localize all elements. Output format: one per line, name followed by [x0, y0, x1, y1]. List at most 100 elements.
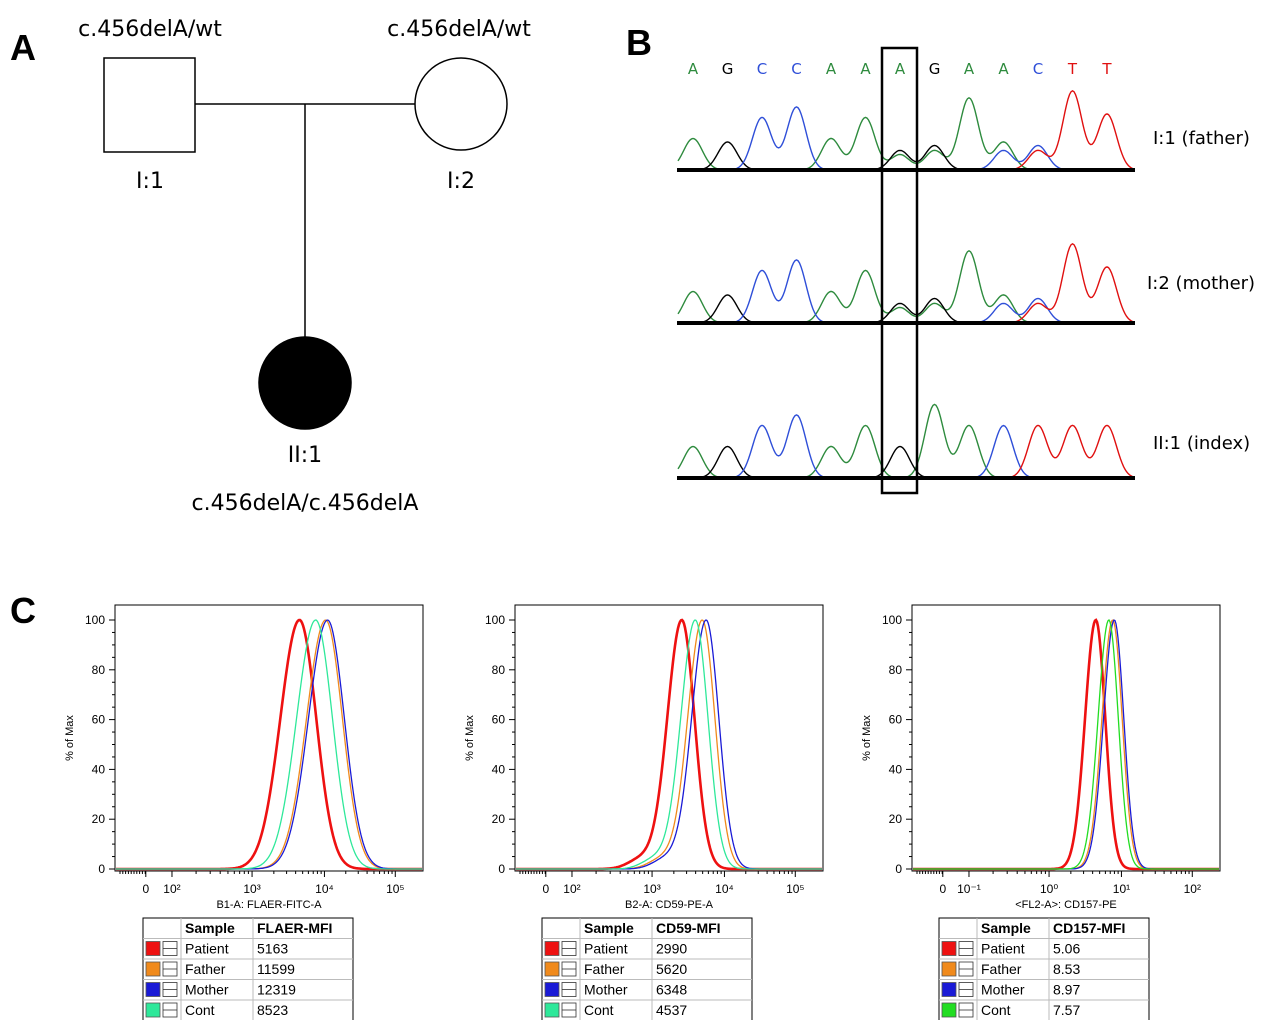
- legend-mfi-value: 8.53: [1053, 961, 1080, 977]
- y-tick-label: 80: [492, 663, 506, 677]
- legend-swatch-patient: [544, 941, 560, 956]
- deletion-highlight-box: [880, 46, 919, 495]
- histogram-cont: [913, 619, 1219, 870]
- base-call-5: A: [826, 60, 837, 78]
- x-axis-label: B1-A: FLAER-FITC-A: [216, 899, 322, 911]
- x-tick-label: 10⁴: [315, 882, 334, 896]
- x-tick-label: 10⁵: [386, 882, 404, 896]
- trace-label-father: I:1 (father): [1153, 128, 1250, 149]
- y-axis-label: % of Max: [464, 715, 476, 761]
- child-id: II:1: [288, 443, 322, 468]
- x-tick-label: 10²: [563, 882, 580, 896]
- x-tick-label: 10⁰: [1040, 882, 1058, 896]
- flow-histogram-cd157: 0 20 40 60 80 100 % of Max 0 10⁻¹ 10⁰ 10¹ 10² <FL2-A…: [861, 604, 1221, 1020]
- y-tick-label: 20: [92, 812, 106, 826]
- y-tick-label: 80: [92, 663, 106, 677]
- x-tick-label: 0: [939, 882, 946, 896]
- x-tick-label: 10²: [163, 882, 180, 896]
- mother-genotype: c.456delA/wt: [387, 17, 531, 42]
- y-axis-label: % of Max: [64, 715, 76, 761]
- plot-frame: [911, 604, 1221, 872]
- panel-label-b: B: [626, 22, 652, 63]
- legend-mfi-value: 5163: [257, 941, 288, 957]
- legend-header-sample: Sample: [584, 920, 634, 936]
- trace-father-A: [677, 96, 1133, 171]
- legend-header-sample: Sample: [981, 920, 1031, 936]
- child-genotype: c.456delA/c.456delA: [192, 491, 419, 516]
- plot-frame: [514, 604, 824, 872]
- legend-mfi-value: 5620: [656, 961, 687, 977]
- legend-swatch-cont: [941, 1002, 957, 1018]
- legend-swatch-cont: [145, 1002, 161, 1018]
- legend-swatch-father: [544, 961, 560, 977]
- legend-swatch-patient: [941, 941, 957, 956]
- legend-sample-name: Mother: [981, 982, 1025, 998]
- x-axis-label: <FL2-A>: CD157-PE: [1015, 899, 1117, 911]
- base-call-8: G: [929, 60, 941, 78]
- histogram-cont: [516, 619, 822, 870]
- legend-mfi-value: 8523: [257, 1002, 288, 1018]
- mother-id: I:2: [447, 169, 475, 194]
- base-call-9: A: [964, 60, 975, 78]
- legend-mfi-value: 2990: [656, 941, 687, 957]
- legend-sample-name: Cont: [584, 1002, 614, 1018]
- legend-sample-name: Cont: [981, 1002, 1011, 1018]
- father-symbol: [103, 57, 196, 153]
- legend-mfi-value: 11599: [257, 961, 295, 977]
- y-tick-label: 0: [98, 862, 105, 876]
- y-tick-label: 40: [92, 762, 106, 776]
- legend-sample-name: Patient: [185, 941, 229, 957]
- legend-sample-name: Father: [584, 961, 625, 977]
- legend-header-mfi: CD59-MFI: [656, 920, 721, 936]
- legend-swatch-mother: [544, 982, 560, 997]
- sequencing-panel: B A G C C A A A G A A C T T I:1 (father) I:2 (mother…: [626, 22, 1255, 495]
- plot-frame: [114, 604, 424, 872]
- base-call-1: A: [688, 60, 699, 78]
- base-call-12: T: [1067, 60, 1078, 78]
- y-tick-label: 60: [492, 713, 506, 727]
- legend-swatch-cont: [544, 1002, 560, 1018]
- legend-swatch-father: [941, 961, 957, 977]
- legend-mfi-value: 6348: [656, 982, 687, 998]
- legend-mfi-value: 12319: [257, 982, 296, 998]
- trace-index-C: [678, 414, 1133, 479]
- x-tick-label: 10⁴: [715, 882, 734, 896]
- y-tick-label: 40: [492, 762, 506, 776]
- x-axis-label: B2-A: CD59-PE-A: [625, 899, 714, 911]
- histogram-cont: [116, 619, 422, 870]
- legend-sample-name: Cont: [185, 1002, 215, 1018]
- panel-label-c: C: [10, 590, 36, 631]
- legend-sample-name: Mother: [185, 982, 229, 998]
- y-tick-label: 80: [889, 663, 903, 677]
- father-id: I:1: [136, 169, 164, 194]
- legend-swatch-mother: [941, 982, 957, 997]
- legend-mfi-value: 7.57: [1053, 1002, 1080, 1018]
- x-tick-label: 10⁵: [786, 882, 804, 896]
- y-tick-label: 20: [889, 812, 903, 826]
- x-tick-label: 10⁻¹: [957, 882, 981, 896]
- father-genotype: c.456delA/wt: [78, 17, 222, 42]
- legend-header-mfi: CD157-MFI: [1053, 920, 1125, 936]
- legend-header-sample: Sample: [185, 920, 235, 936]
- legend-sample-name: Mother: [584, 982, 628, 998]
- base-call-13: T: [1101, 60, 1112, 78]
- x-tick-label: 0: [142, 882, 149, 896]
- legend-sample-name: Father: [185, 961, 226, 977]
- trace-label-index: II:1 (index): [1153, 433, 1250, 454]
- x-tick-label: 10³: [643, 882, 660, 896]
- y-tick-label: 60: [889, 713, 903, 727]
- child-symbol-affected: [258, 336, 352, 430]
- legend-sample-name: Father: [981, 961, 1022, 977]
- y-tick-label: 0: [895, 862, 902, 876]
- legend-swatch-father: [145, 961, 161, 977]
- legend-table: [142, 917, 354, 1020]
- legend-mfi-value: 5.06: [1053, 941, 1080, 957]
- legend-mfi-value: 4537: [656, 1002, 687, 1018]
- trace-index-G: [678, 445, 1133, 479]
- trace-label-mother: I:2 (mother): [1147, 273, 1255, 294]
- base-call-11: C: [1033, 60, 1043, 78]
- legend-table: [541, 917, 753, 1020]
- mother-symbol: [414, 57, 508, 151]
- y-axis-label: % of Max: [861, 715, 873, 761]
